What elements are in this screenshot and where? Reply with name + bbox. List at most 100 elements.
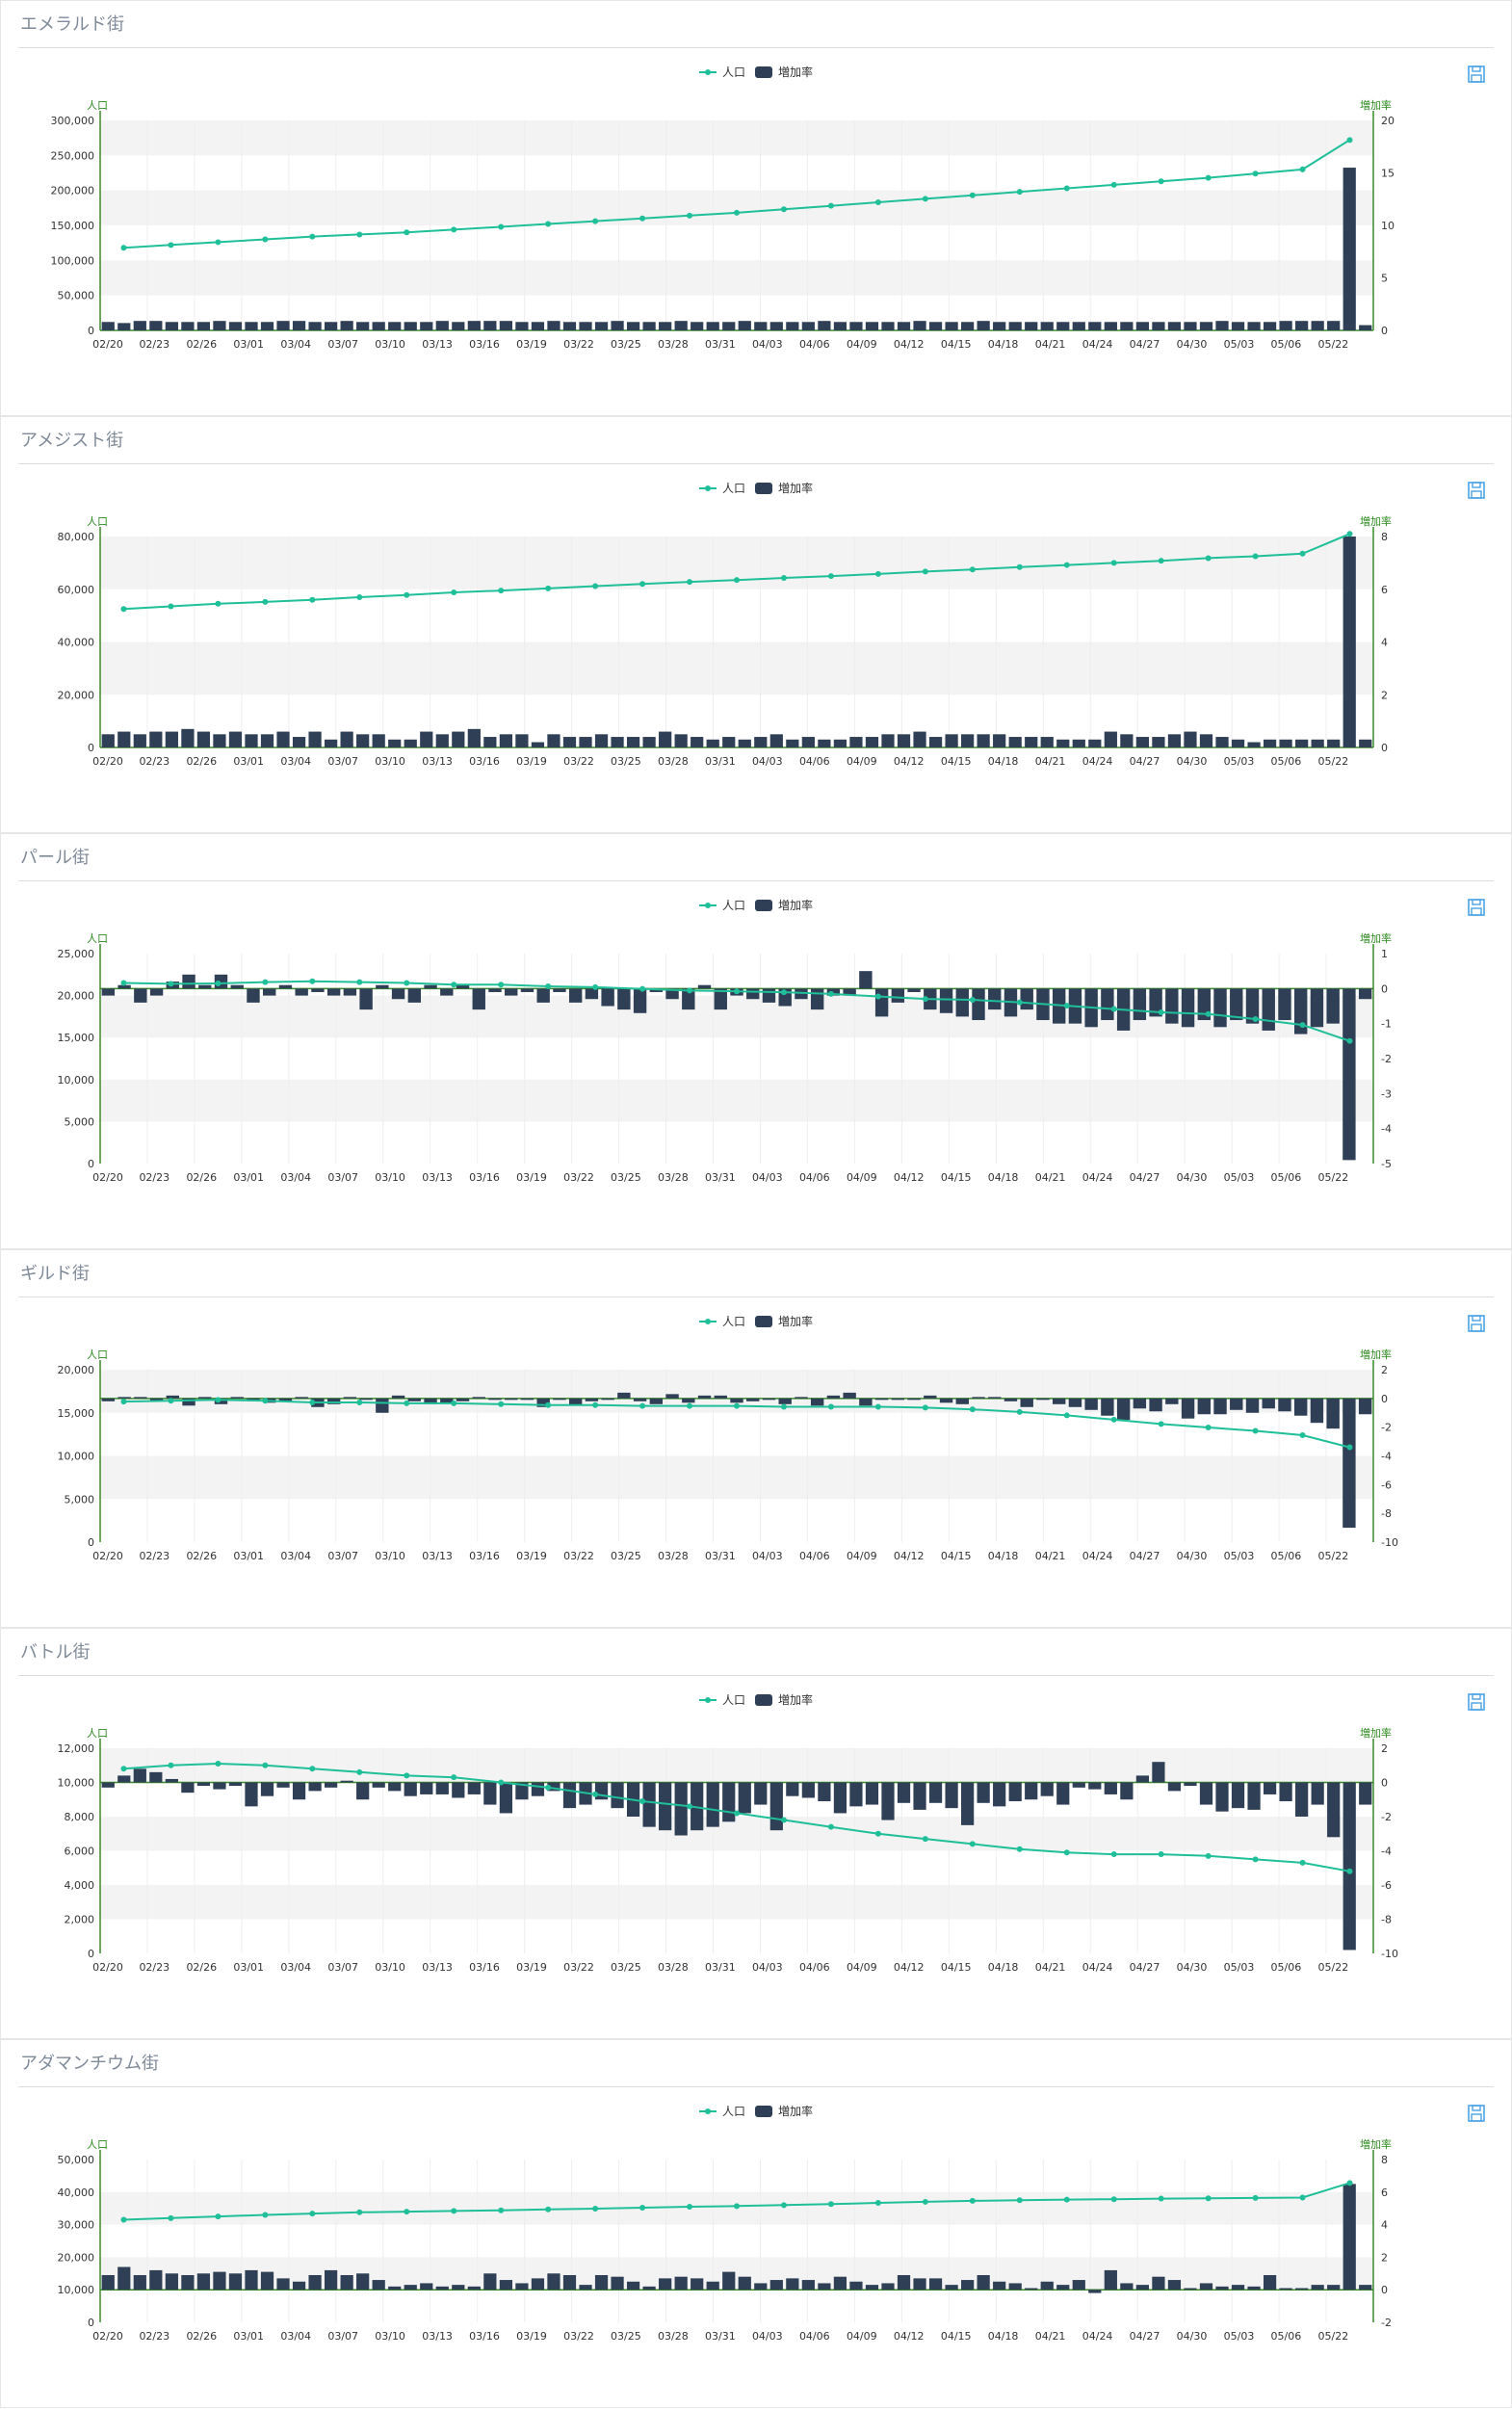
population-point[interactable] (1158, 2195, 1164, 2202)
population-point[interactable] (639, 215, 646, 222)
population-point[interactable] (1252, 553, 1259, 560)
population-point[interactable] (922, 1404, 928, 1411)
population-point[interactable] (545, 585, 552, 591)
population-point[interactable] (545, 2206, 552, 2213)
population-point[interactable] (1205, 2195, 1212, 2202)
population-point[interactable] (356, 593, 363, 600)
population-point[interactable] (120, 1766, 127, 1772)
population-point[interactable] (780, 1817, 787, 1823)
population-point[interactable] (827, 1403, 834, 1410)
population-point[interactable] (969, 192, 976, 198)
save-image-button[interactable] (1467, 2104, 1486, 2123)
population-point[interactable] (1016, 189, 1023, 196)
save-image-button[interactable] (1467, 481, 1486, 500)
population-point[interactable] (1205, 555, 1212, 562)
population-point[interactable] (1252, 1016, 1259, 1023)
population-point[interactable] (874, 199, 881, 206)
population-point[interactable] (356, 979, 363, 985)
population-point[interactable] (734, 209, 740, 216)
population-point[interactable] (451, 982, 457, 988)
save-image-button[interactable] (1467, 1692, 1486, 1712)
population-point[interactable] (592, 2206, 599, 2213)
population-point[interactable] (1016, 999, 1023, 1006)
population-point[interactable] (498, 1401, 505, 1407)
population-point[interactable] (1158, 1851, 1164, 1858)
population-point[interactable] (1158, 1009, 1164, 1016)
population-point[interactable] (309, 596, 316, 603)
population-point[interactable] (780, 574, 787, 581)
population-point[interactable] (969, 566, 976, 573)
population-point[interactable] (262, 1762, 269, 1768)
population-point[interactable] (922, 568, 928, 575)
save-image-button[interactable] (1467, 1314, 1486, 1333)
population-point[interactable] (545, 983, 552, 990)
population-point[interactable] (1205, 1010, 1212, 1017)
population-point[interactable] (969, 996, 976, 1003)
population-point[interactable] (1063, 185, 1070, 192)
population-point[interactable] (1205, 1852, 1212, 1859)
population-point[interactable] (120, 1399, 127, 1405)
population-point[interactable] (1346, 1037, 1353, 1044)
population-point[interactable] (1346, 1444, 1353, 1451)
population-point[interactable] (404, 229, 410, 236)
population-point[interactable] (545, 1401, 552, 1408)
population-point[interactable] (687, 1402, 693, 1409)
population-point[interactable] (1016, 1408, 1023, 1415)
population-point[interactable] (498, 1779, 505, 1786)
population-point[interactable] (780, 1403, 787, 1410)
population-point[interactable] (262, 236, 269, 243)
population-point[interactable] (498, 588, 505, 594)
population-point[interactable] (1346, 1868, 1353, 1874)
population-point[interactable] (120, 2216, 127, 2223)
population-point[interactable] (922, 1836, 928, 1843)
population-point[interactable] (451, 589, 457, 596)
population-point[interactable] (120, 980, 127, 986)
population-point[interactable] (922, 2198, 928, 2205)
population-point[interactable] (1205, 1424, 1212, 1430)
population-point[interactable] (356, 1400, 363, 1406)
population-point[interactable] (969, 2197, 976, 2204)
population-point[interactable] (639, 985, 646, 992)
population-point[interactable] (1016, 563, 1023, 570)
population-point[interactable] (1299, 550, 1306, 557)
population-point[interactable] (1252, 2194, 1259, 2201)
population-point[interactable] (780, 2202, 787, 2209)
population-point[interactable] (874, 2199, 881, 2206)
population-point[interactable] (356, 231, 363, 238)
population-point[interactable] (780, 206, 787, 213)
population-point[interactable] (1158, 178, 1164, 185)
population-point[interactable] (687, 579, 693, 586)
population-point[interactable] (592, 218, 599, 224)
population-point[interactable] (1158, 1421, 1164, 1427)
population-point[interactable] (215, 600, 222, 607)
population-point[interactable] (262, 2212, 269, 2218)
population-point[interactable] (734, 988, 740, 995)
population-point[interactable] (309, 1400, 316, 1406)
population-point[interactable] (215, 1760, 222, 1767)
population-point[interactable] (1063, 1003, 1070, 1009)
population-point[interactable] (827, 202, 834, 209)
population-point[interactable] (262, 598, 269, 605)
population-point[interactable] (451, 2208, 457, 2214)
population-point[interactable] (1016, 1846, 1023, 1852)
population-point[interactable] (1110, 1006, 1117, 1012)
population-point[interactable] (1063, 1849, 1070, 1856)
population-point[interactable] (168, 1762, 174, 1768)
population-point[interactable] (874, 1830, 881, 1837)
population-point[interactable] (356, 2209, 363, 2215)
population-point[interactable] (639, 1798, 646, 1805)
population-point[interactable] (356, 1768, 363, 1775)
population-point[interactable] (404, 980, 410, 986)
population-point[interactable] (309, 978, 316, 984)
population-point[interactable] (1252, 1427, 1259, 1434)
save-image-button[interactable] (1467, 65, 1486, 84)
population-point[interactable] (687, 987, 693, 994)
population-point[interactable] (498, 982, 505, 988)
population-point[interactable] (545, 1784, 552, 1791)
population-point[interactable] (1252, 170, 1259, 177)
population-point[interactable] (1252, 1856, 1259, 1863)
population-point[interactable] (120, 606, 127, 613)
population-point[interactable] (262, 1398, 269, 1404)
population-point[interactable] (874, 993, 881, 1000)
population-point[interactable] (215, 239, 222, 246)
